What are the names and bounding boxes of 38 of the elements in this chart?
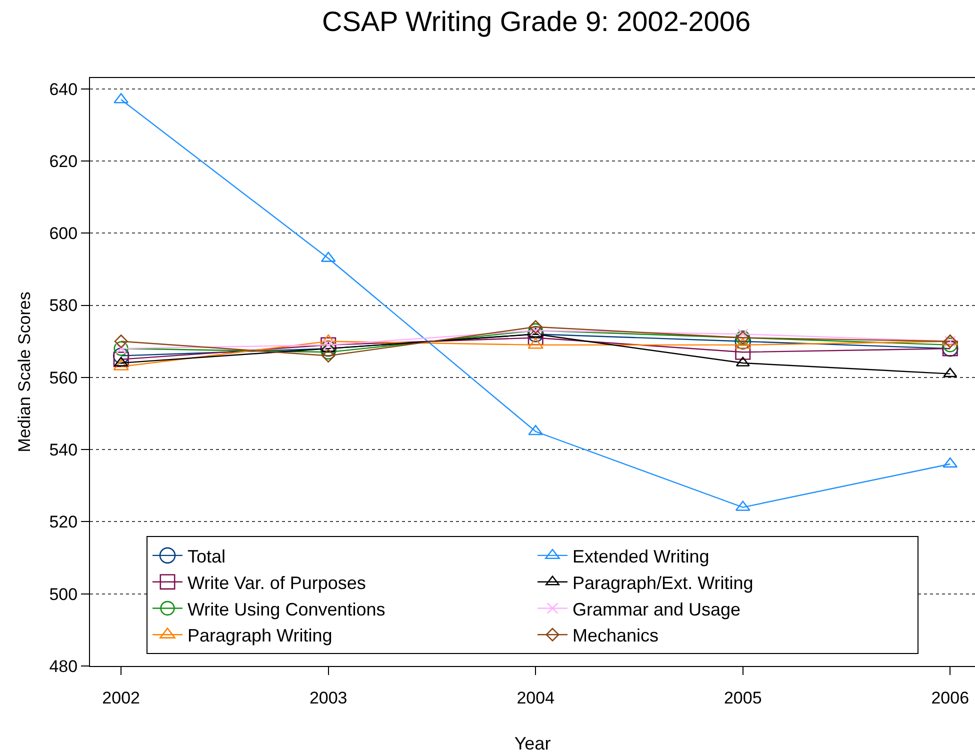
y-tick-label: 600 (49, 224, 78, 244)
x-tick-label: 2004 (516, 688, 555, 708)
y-tick-label: 560 (49, 368, 78, 388)
point (114, 334, 128, 348)
x-axis-title: Year (514, 734, 551, 754)
y-axis-title: Median Scale Scores (14, 292, 34, 452)
legend-label: Mechanics (572, 626, 659, 646)
y-tick-label: 480 (49, 656, 78, 676)
point (528, 424, 544, 436)
chart-title: CSAP Writing Grade 9: 2002-2006 (322, 6, 751, 37)
y-tick-label: 580 (49, 296, 78, 316)
point (113, 352, 129, 368)
point (321, 344, 336, 360)
point (737, 328, 749, 340)
legend-label: Paragraph Writing (188, 626, 332, 646)
y-tick-label: 640 (49, 80, 78, 99)
y-tick-label: 500 (49, 584, 78, 604)
x-tick-label: 2005 (724, 688, 762, 708)
y-tick-label: 540 (49, 440, 78, 460)
legend-label: Extended Writing (572, 546, 710, 566)
point (734, 333, 752, 350)
point (322, 349, 336, 363)
point (942, 457, 958, 468)
legend-label: Paragraph/Ext. Writing (572, 572, 754, 593)
point (528, 320, 542, 334)
y-tick-label: 520 (49, 512, 78, 532)
legend-label: Grammar and Usage (572, 599, 741, 620)
legend-label: Total (188, 546, 226, 566)
legend-label: Write Var. of Purposes (188, 572, 366, 593)
point (942, 338, 958, 352)
y-tick-label: 620 (49, 152, 78, 171)
legend-label: Write Using Conventions (188, 599, 386, 620)
point (528, 330, 544, 346)
point (320, 340, 336, 357)
point (528, 328, 543, 338)
x-tick-label: 2006 (931, 688, 970, 708)
x-tick-label: 2002 (102, 688, 140, 708)
x-tick-label: 2003 (309, 688, 348, 708)
